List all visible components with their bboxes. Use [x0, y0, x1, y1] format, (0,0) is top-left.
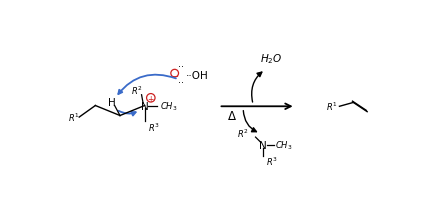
Text: N: N	[141, 101, 149, 111]
Text: $+$: $+$	[147, 93, 155, 103]
Text: H: H	[108, 98, 116, 108]
FancyArrowPatch shape	[252, 73, 262, 103]
Text: $H_2O$: $H_2O$	[260, 52, 282, 65]
Text: N: N	[260, 140, 267, 150]
FancyArrowPatch shape	[118, 75, 176, 95]
Text: $CH_3$: $CH_3$	[160, 100, 177, 112]
Text: $R^1$: $R^1$	[326, 101, 338, 113]
Text: $R^1$: $R^1$	[68, 111, 80, 124]
Text: $\Delta$: $\Delta$	[227, 109, 237, 122]
FancyArrowPatch shape	[244, 111, 256, 132]
Text: ··: ··	[178, 62, 184, 72]
Text: $R^2$: $R^2$	[131, 84, 143, 97]
Text: ··: ··	[178, 77, 184, 87]
Text: $-$: $-$	[171, 69, 179, 78]
Text: $CH_3$: $CH_3$	[275, 139, 293, 151]
Text: $R^2$: $R^2$	[237, 127, 248, 139]
Text: $R^3$: $R^3$	[265, 155, 277, 167]
Text: ··OH: ··OH	[186, 71, 209, 81]
FancyArrowPatch shape	[119, 111, 136, 116]
Text: $R^3$: $R^3$	[148, 120, 160, 133]
